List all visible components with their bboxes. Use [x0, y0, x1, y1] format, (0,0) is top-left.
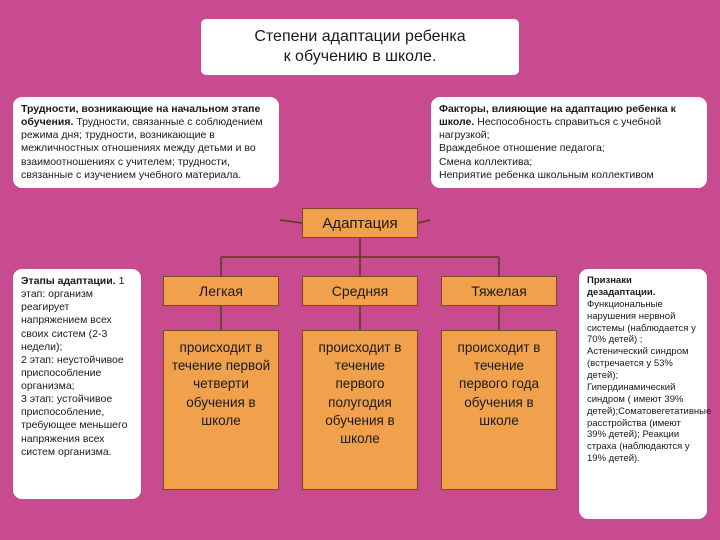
signs-heading: Признаки дезадаптации.	[587, 275, 655, 298]
branch-medium-desc: происходит в течение первого полугодия о…	[302, 330, 418, 490]
signs-body: Функциональные нарушения нервной системы…	[587, 299, 711, 464]
stages-heading: Этапы адаптации.	[21, 275, 116, 287]
tree-branch-hard: Тяжелая	[441, 276, 557, 306]
stages-box: Этапы адаптации. 1 этап: организм реагир…	[12, 268, 142, 500]
tree-root: Адаптация	[302, 208, 418, 238]
tree-root-label: Адаптация	[322, 215, 397, 232]
tree-branch-medium: Средняя	[302, 276, 418, 306]
title-box: Степени адаптации ребенка к обучению в ш…	[200, 18, 520, 76]
branch-medium-label: Средняя	[332, 283, 388, 299]
difficulties-box: Трудности, возникающие на начальном этап…	[12, 96, 280, 189]
factors-box: Факторы, влияющие на адаптацию ребенка к…	[430, 96, 708, 189]
branch-easy-desc: происходит в течение первой четверти обу…	[163, 330, 279, 490]
tree-branch-easy: Легкая	[163, 276, 279, 306]
signs-box: Признаки дезадаптации. Функциональные на…	[578, 268, 708, 520]
branch-easy-label: Легкая	[199, 283, 243, 299]
title-line2: к обучению в школе.	[211, 47, 509, 67]
branch-hard-label: Тяжелая	[471, 283, 527, 299]
title-line1: Степени адаптации ребенка	[211, 27, 509, 47]
stages-body: 1 этап: организм реагирует напряжением в…	[21, 275, 127, 458]
branch-hard-desc: происходит в течение первого года обучен…	[441, 330, 557, 490]
